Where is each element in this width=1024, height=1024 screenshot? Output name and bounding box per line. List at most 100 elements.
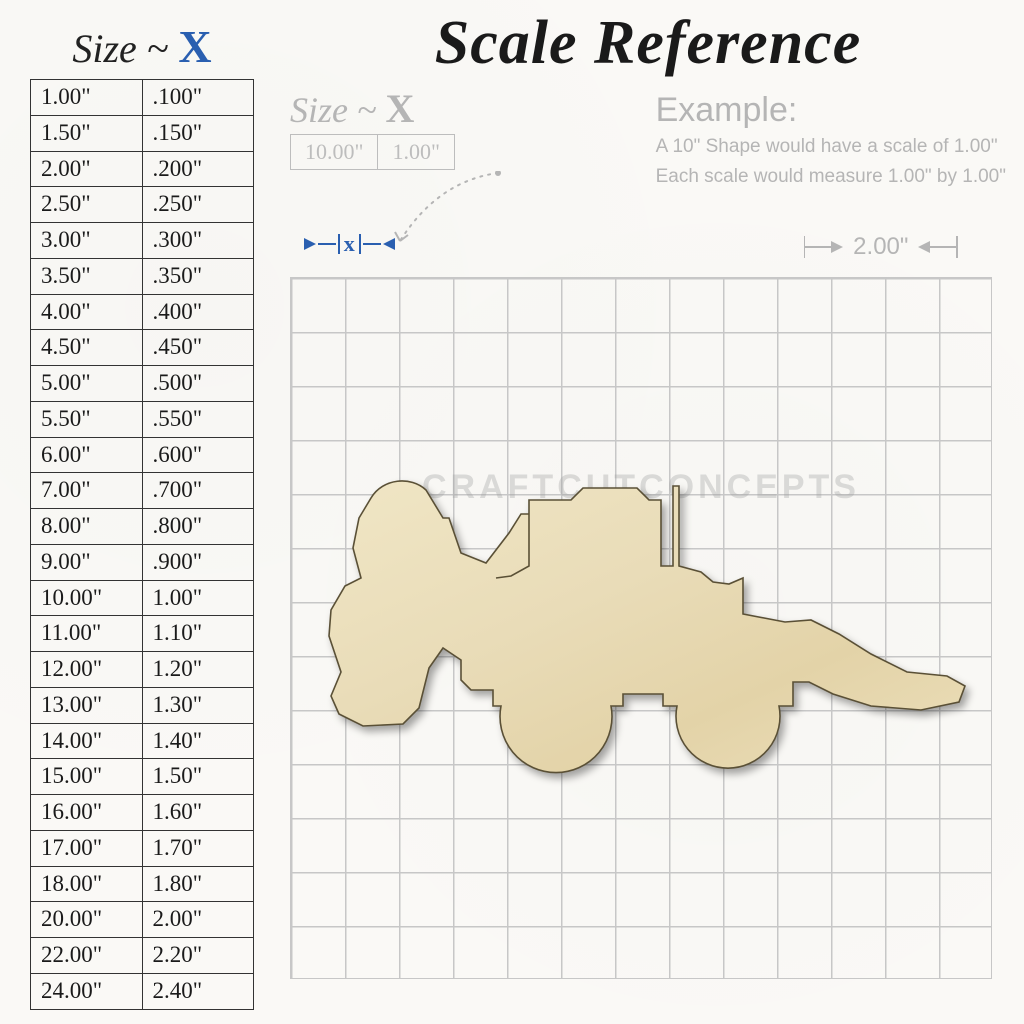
size-cell: 2.00" xyxy=(31,151,143,187)
scale-cell: .200" xyxy=(142,151,254,187)
sub-size-table: 10.00" 1.00" xyxy=(290,134,455,170)
size-cell: 2.50" xyxy=(31,187,143,223)
backhoe-shape xyxy=(311,458,971,778)
dim-tick xyxy=(359,234,361,254)
table-row: 20.00"2.00" xyxy=(31,902,254,938)
example-block: Example: A 10" Shape would have a scale … xyxy=(656,85,1006,189)
scale-cell: 1.50" xyxy=(142,759,254,795)
sub-size-header-prefix: Size ~ xyxy=(290,90,385,130)
size-table-header: Size ~ X xyxy=(30,20,254,73)
scale-cell: 1.10" xyxy=(142,616,254,652)
size-table-header-accent: X xyxy=(178,21,211,72)
table-row: 9.00".900" xyxy=(31,544,254,580)
arrowhead-icon xyxy=(383,238,395,250)
size-cell: 20.00" xyxy=(31,902,143,938)
size-cell: 14.00" xyxy=(31,723,143,759)
size-cell: 24.00" xyxy=(31,973,143,1009)
arrowhead-icon xyxy=(831,241,843,253)
table-row: 17.00"1.70" xyxy=(31,830,254,866)
table-row: 1.00".100" xyxy=(31,80,254,116)
scale-cell: 2.40" xyxy=(142,973,254,1009)
table-row: 3.00".300" xyxy=(31,223,254,259)
scale-cell: .550" xyxy=(142,401,254,437)
size-cell: 4.00" xyxy=(31,294,143,330)
sub-size-header-accent: X xyxy=(385,86,414,131)
scale-cell: 2.00" xyxy=(142,902,254,938)
dimension-markers: x 2.00" xyxy=(290,207,1006,277)
table-row: 12.00"1.20" xyxy=(31,652,254,688)
scale-cell: .500" xyxy=(142,366,254,402)
size-cell: 1.00" xyxy=(31,80,143,116)
arrowhead-icon xyxy=(918,241,930,253)
sub-size-demo: Size ~ X 10.00" 1.00" xyxy=(290,85,455,170)
table-row: 1.50".150" xyxy=(31,115,254,151)
size-cell: 17.00" xyxy=(31,830,143,866)
scale-cell: .100" xyxy=(142,80,254,116)
reference-grid: CRAFTCUTCONCEPTS xyxy=(290,277,992,979)
dim-line xyxy=(363,243,381,245)
page-title: Scale Reference xyxy=(290,8,1006,79)
scale-cell: .350" xyxy=(142,258,254,294)
dotted-connector xyxy=(388,171,508,251)
scale-cell: 2.20" xyxy=(142,938,254,974)
dim-line xyxy=(930,246,956,248)
size-cell: 11.00" xyxy=(31,616,143,652)
size-cell: 6.00" xyxy=(31,437,143,473)
size-cell: 10.00" xyxy=(31,580,143,616)
dim-line xyxy=(318,243,336,245)
size-cell: 5.00" xyxy=(31,366,143,402)
size-cell: 12.00" xyxy=(31,652,143,688)
size-cell: 4.50" xyxy=(31,330,143,366)
two-inch-label: 2.00" xyxy=(843,233,918,261)
table-row: 2.50".250" xyxy=(31,187,254,223)
table-row: 8.00".800" xyxy=(31,509,254,545)
sub-size-cell-1: 1.00" xyxy=(378,135,454,170)
table-row: 2.00".200" xyxy=(31,151,254,187)
example-title: Example: xyxy=(656,91,1006,130)
scale-cell: .600" xyxy=(142,437,254,473)
size-cell: 15.00" xyxy=(31,759,143,795)
table-row: 3.50".350" xyxy=(31,258,254,294)
scale-cell: .900" xyxy=(142,544,254,580)
table-row: 15.00"1.50" xyxy=(31,759,254,795)
sub-size-header: Size ~ X xyxy=(290,85,455,132)
size-cell: 22.00" xyxy=(31,938,143,974)
scale-cell: .400" xyxy=(142,294,254,330)
size-table-body: 1.00".100"1.50".150"2.00".200"2.50".250"… xyxy=(30,79,254,1010)
scale-cell: .150" xyxy=(142,115,254,151)
two-inch-marker: 2.00" xyxy=(804,233,958,261)
table-row: 24.00"2.40" xyxy=(31,973,254,1009)
table-row: 13.00"1.30" xyxy=(31,687,254,723)
scale-cell: .250" xyxy=(142,187,254,223)
size-cell: 7.00" xyxy=(31,473,143,509)
table-row: 4.50".450" xyxy=(31,330,254,366)
size-cell: 18.00" xyxy=(31,866,143,902)
table-row: 10.00"1.00" xyxy=(31,580,254,616)
dim-line xyxy=(805,246,831,248)
table-row: 4.00".400" xyxy=(31,294,254,330)
scale-cell: 1.80" xyxy=(142,866,254,902)
size-cell: 5.50" xyxy=(31,401,143,437)
scale-cell: .300" xyxy=(142,223,254,259)
scale-cell: 1.70" xyxy=(142,830,254,866)
table-row: 6.00".600" xyxy=(31,437,254,473)
scale-cell: .700" xyxy=(142,473,254,509)
table-row: 18.00"1.80" xyxy=(31,866,254,902)
example-line-2: Each scale would measure 1.00" by 1.00" xyxy=(656,164,1006,190)
dim-tick xyxy=(338,234,340,254)
scale-cell: 1.00" xyxy=(142,580,254,616)
dim-tick xyxy=(956,236,958,258)
scale-cell: 1.60" xyxy=(142,795,254,831)
scale-cell: 1.40" xyxy=(142,723,254,759)
table-row: 5.00".500" xyxy=(31,366,254,402)
example-line-1: A 10" Shape would have a scale of 1.00" xyxy=(656,134,1006,160)
size-cell: 8.00" xyxy=(31,509,143,545)
table-row: 11.00"1.10" xyxy=(31,616,254,652)
table-row: 5.50".550" xyxy=(31,401,254,437)
table-row: 22.00"2.20" xyxy=(31,938,254,974)
scale-cell: .800" xyxy=(142,509,254,545)
table-row: 14.00"1.40" xyxy=(31,723,254,759)
table-row: 16.00"1.60" xyxy=(31,795,254,831)
sub-size-cell-0: 10.00" xyxy=(291,135,378,170)
scale-cell: 1.20" xyxy=(142,652,254,688)
